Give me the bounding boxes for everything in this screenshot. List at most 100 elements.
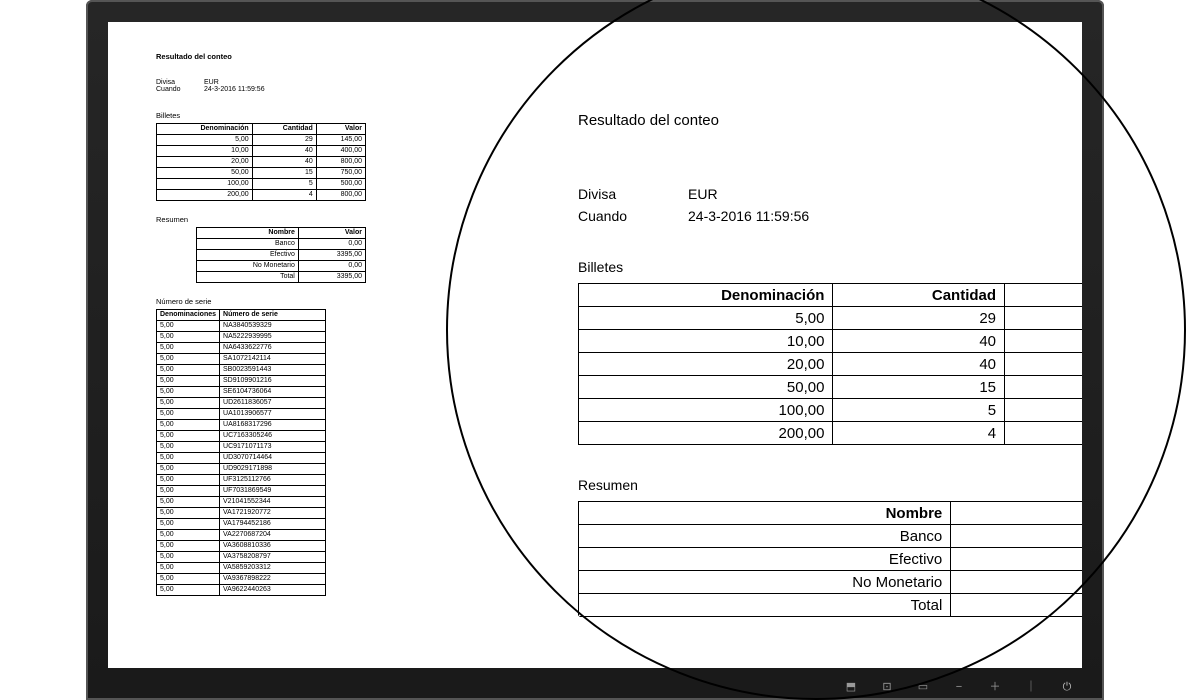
table-cell: VA3758208797 xyxy=(220,552,326,563)
table-cell: No Monetario xyxy=(197,261,299,272)
table-cell: 5,00 xyxy=(157,420,220,431)
table-cell: Efectivo xyxy=(579,548,951,571)
table-cell: 40 xyxy=(833,330,1005,353)
banknotes-table-big: DenominaciónCantidadValor 5,0029145,0010… xyxy=(578,283,1082,445)
table-header: Denominación xyxy=(157,124,253,135)
monitor-osd-button[interactable]: − xyxy=(952,680,966,694)
table-cell: 100,00 xyxy=(157,179,253,190)
table-cell: 5,00 xyxy=(157,365,220,376)
table-row: 5,00UF3125112766 xyxy=(157,475,326,486)
table-cell: UF3125112766 xyxy=(220,475,326,486)
table-row: Banco0, xyxy=(579,525,1083,548)
power-button[interactable]: ⏻ xyxy=(1060,680,1074,694)
table-row: 5,00UA1013906577 xyxy=(157,409,326,420)
magnifier-lens: Resultado del conteo Divisa EUR Cuando 2… xyxy=(468,22,1082,668)
table-cell: Banco xyxy=(197,239,299,250)
table-cell: 50,00 xyxy=(579,376,833,399)
mag-summary-section: Resumen xyxy=(578,477,1082,493)
table-row: 200,004800,00 xyxy=(579,422,1083,445)
table-row: 5,00VA5859203312 xyxy=(157,563,326,574)
table-header: Denominaciones xyxy=(157,310,220,321)
table-cell: 3395,00 xyxy=(298,272,365,283)
table-row: 5,00VA3608810336 xyxy=(157,541,326,552)
table-row: Total xyxy=(579,594,1083,617)
table-header: Cantidad xyxy=(252,124,316,135)
table-cell: 3395,00 xyxy=(298,250,365,261)
table-cell: 5,00 xyxy=(157,354,220,365)
table-cell: 40 xyxy=(833,353,1005,376)
table-cell: Total xyxy=(197,272,299,283)
table-row: 5,00VA1721920772 xyxy=(157,508,326,519)
monitor-osd-button[interactable]: ▭ xyxy=(916,680,930,694)
table-cell: UC9171071173 xyxy=(220,442,326,453)
table-cell: 20,00 xyxy=(579,353,833,376)
table-row: 5,0029145,00 xyxy=(579,307,1083,330)
table-cell: 800,00 xyxy=(316,157,365,168)
table-cell: Total xyxy=(579,594,951,617)
table-row: Banco0,00 xyxy=(197,239,366,250)
table-cell: No Monetario xyxy=(579,571,951,594)
table-cell: 500,00 xyxy=(316,179,365,190)
table-cell: 0, xyxy=(951,525,1082,548)
table-cell: NA6433622776 xyxy=(220,343,326,354)
table-row: 5,00UC9171071173 xyxy=(157,442,326,453)
table-cell: NA5222939995 xyxy=(220,332,326,343)
summary-table-big: NombreValor Banco0,Efectivo3No Monetario… xyxy=(578,501,1082,617)
table-cell: UD3070714464 xyxy=(220,453,326,464)
table-cell: 5,00 xyxy=(157,508,220,519)
serials-table-small: DenominacionesNúmero de serie 5,00NA3840… xyxy=(156,309,326,596)
table-row: 100,005500,00 xyxy=(579,399,1083,422)
table-row: 10,0040400,00 xyxy=(579,330,1083,353)
table-cell: 10,00 xyxy=(157,146,253,157)
table-cell: VA3608810336 xyxy=(220,541,326,552)
mag-currency-label: Divisa xyxy=(578,183,688,205)
table-cell: 750,00 xyxy=(1005,376,1082,399)
table-row: 200,004800,00 xyxy=(157,190,366,201)
report-title: Resultado del conteo xyxy=(156,52,466,61)
summary-table-small: NombreValor Banco0,00Efectivo3395,00No M… xyxy=(196,227,366,283)
report-small: Resultado del conteo Divisa EUR Cuando 2… xyxy=(156,52,466,596)
table-cell: 29 xyxy=(833,307,1005,330)
table-cell: 5,00 xyxy=(157,135,253,146)
table-row: 5,00VA2270687204 xyxy=(157,530,326,541)
serials-section-label: Número de serie xyxy=(156,297,466,306)
mag-currency-value: EUR xyxy=(688,183,718,205)
table-row: 5,00UF7031869549 xyxy=(157,486,326,497)
table-cell: 200,00 xyxy=(157,190,253,201)
monitor-osd-button[interactable]: ⊡ xyxy=(880,680,894,694)
monitor-osd-button[interactable]: ＋ xyxy=(988,680,1002,694)
table-cell: VA9622440263 xyxy=(220,585,326,596)
mag-when-label: Cuando xyxy=(578,205,688,227)
table-cell: 800,00 xyxy=(316,190,365,201)
monitor-osd-button[interactable]: ｜ xyxy=(1024,680,1038,694)
table-row: 5,00UD2611836057 xyxy=(157,398,326,409)
table-row: 5,00NA6433622776 xyxy=(157,343,326,354)
table-cell: VA2270687204 xyxy=(220,530,326,541)
banknotes-table-small: DenominaciónCantidadValor 5,0029145,0010… xyxy=(156,123,366,201)
table-cell: 5,00 xyxy=(157,497,220,508)
table-cell: 5,00 xyxy=(157,585,220,596)
table-cell: 5,00 xyxy=(157,563,220,574)
table-cell: UF7031869549 xyxy=(220,486,326,497)
table-row: Total3395,00 xyxy=(197,272,366,283)
table-cell: VA1794452186 xyxy=(220,519,326,530)
currency-value: EUR xyxy=(204,79,219,86)
monitor-osd-button[interactable]: ⬒ xyxy=(844,680,858,694)
table-cell: Banco xyxy=(579,525,951,548)
table-cell: 5,00 xyxy=(157,574,220,585)
table-cell: 4 xyxy=(833,422,1005,445)
table-header: Nombre xyxy=(579,502,951,525)
table-cell: 10,00 xyxy=(579,330,833,353)
table-row: 5,00SE6104736064 xyxy=(157,387,326,398)
table-cell: 500,00 xyxy=(1005,399,1082,422)
table-row: 5,0029145,00 xyxy=(157,135,366,146)
table-cell: UA8168317296 xyxy=(220,420,326,431)
table-cell: 5,00 xyxy=(157,376,220,387)
mag-when-value: 24-3-2016 11:59:56 xyxy=(688,205,809,227)
table-row: 5,00VA9367898222 xyxy=(157,574,326,585)
table-row: No Monetario0,00 xyxy=(197,261,366,272)
table-cell: 5,00 xyxy=(157,387,220,398)
monitor-button-strip: ⬒ ⊡ ▭ − ＋ ｜ ⏻ xyxy=(844,680,1074,694)
table-cell: 5,00 xyxy=(157,475,220,486)
table-row: No Monetario xyxy=(579,571,1083,594)
